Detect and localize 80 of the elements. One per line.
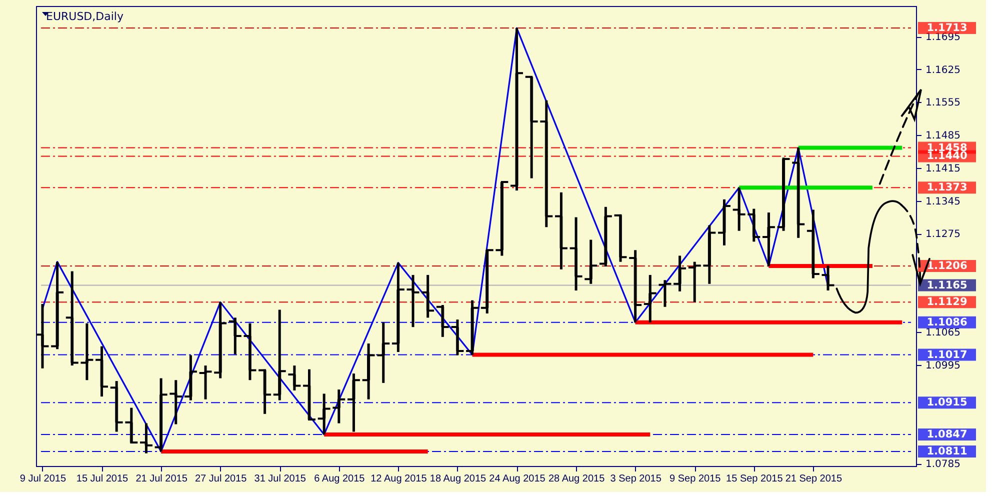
- candlestick: [791, 146, 806, 240]
- ref-line-label: 1.1165: [926, 279, 968, 292]
- candlestick: [35, 302, 50, 370]
- y-tick-label: 1.0995: [926, 360, 960, 372]
- candlestick: [361, 342, 376, 401]
- candlestick: [658, 278, 672, 308]
- candlestick: [420, 274, 436, 319]
- candlestick: [687, 260, 702, 304]
- candlestick: [390, 262, 406, 354]
- candlestick: [598, 206, 613, 268]
- ref-line-label: 1.0811: [926, 445, 968, 458]
- candlestick: [806, 208, 820, 280]
- ref-line-label: 1.0915: [926, 396, 968, 409]
- y-tick-label: 1.1695: [926, 32, 960, 44]
- candlestick: [820, 264, 836, 292]
- y-tick-label: 1.1065: [926, 328, 960, 339]
- candlestick: [717, 198, 732, 247]
- candlestick: [316, 392, 332, 436]
- ref-line-label: 1.1129: [926, 296, 968, 308]
- y-tick-label: 1.1345: [926, 196, 960, 208]
- y-tick-label: 1.0785: [926, 459, 960, 470]
- x-tick-label: 15 Sep 2015: [726, 474, 784, 484]
- candlestick: [242, 322, 258, 382]
- x-tick-label: 12 Aug 2015: [370, 474, 428, 484]
- candlestick: [450, 318, 465, 356]
- candlestick: [80, 322, 94, 382]
- candlestick: [154, 376, 168, 453]
- candlestick: [346, 372, 361, 433]
- candlestick: [628, 248, 643, 324]
- candlestick: [406, 274, 420, 328]
- y-tick-label: 1.1485: [926, 130, 960, 142]
- x-tick-label: 24 Aug 2015: [489, 474, 546, 484]
- x-tick-label: 28 Aug 2015: [548, 474, 606, 484]
- candlestick: [198, 364, 213, 401]
- candlestick: [465, 299, 480, 356]
- candlestick: [435, 304, 450, 338]
- candlestick: [287, 364, 302, 392]
- y-tick-label: 1.1415: [926, 163, 960, 174]
- ref-line-label: 1.1086: [926, 316, 968, 328]
- x-tick-label: 31 Jul 2015: [254, 474, 306, 484]
- x-tick-label: 21 Sep 2015: [785, 474, 842, 484]
- x-tick-label: 3 Sep 2015: [610, 474, 662, 484]
- x-tick-label: 21 Jul 2015: [136, 474, 188, 484]
- candlestick: [761, 211, 776, 268]
- candlestick: [702, 224, 717, 286]
- candlestick: [746, 208, 762, 243]
- y-tick-label: 1.1625: [926, 64, 960, 76]
- candlestick: [672, 254, 688, 293]
- candlestick: [554, 191, 568, 271]
- y-tick-label: 1.1555: [926, 98, 960, 109]
- ref-line-label: 1.0847: [926, 428, 968, 441]
- x-tick-label: 9 Jul 2015: [20, 474, 66, 484]
- candlestick: [732, 186, 746, 232]
- ref-line-label: 1.1206: [926, 260, 968, 272]
- candlestick: [139, 422, 154, 455]
- candlestick: [272, 308, 287, 402]
- ref-line-label: 1.1373: [926, 182, 968, 194]
- ref-line-label: 1.1440: [926, 150, 968, 162]
- candlestick: [642, 274, 658, 324]
- candlestick: [568, 216, 584, 292]
- candlestick: [94, 345, 109, 398]
- candlestick: [183, 354, 198, 402]
- x-tick-label: 6 Aug 2015: [314, 474, 366, 484]
- candlestick: [50, 260, 65, 350]
- candlestick: [584, 238, 598, 286]
- candlestick: [168, 378, 184, 426]
- candlestick: [332, 388, 346, 425]
- x-tick-label: 27 Jul 2015: [194, 474, 248, 484]
- candlestick: [213, 300, 228, 380]
- candlestick: [109, 380, 124, 433]
- chart-title: EURUSD,Daily: [46, 10, 124, 23]
- candlestick: [539, 99, 554, 228]
- x-tick-label: 18 Aug 2015: [430, 474, 486, 484]
- candlestick: [376, 321, 391, 384]
- candlestick: [64, 270, 80, 367]
- candlestick: [228, 316, 242, 356]
- y-tick-label: 1.1275: [926, 229, 960, 240]
- ref-line-label: 1.1017: [926, 348, 968, 361]
- x-tick-label: 15 Jul 2015: [76, 474, 129, 484]
- x-tick-label: 9 Sep 2015: [670, 474, 722, 484]
